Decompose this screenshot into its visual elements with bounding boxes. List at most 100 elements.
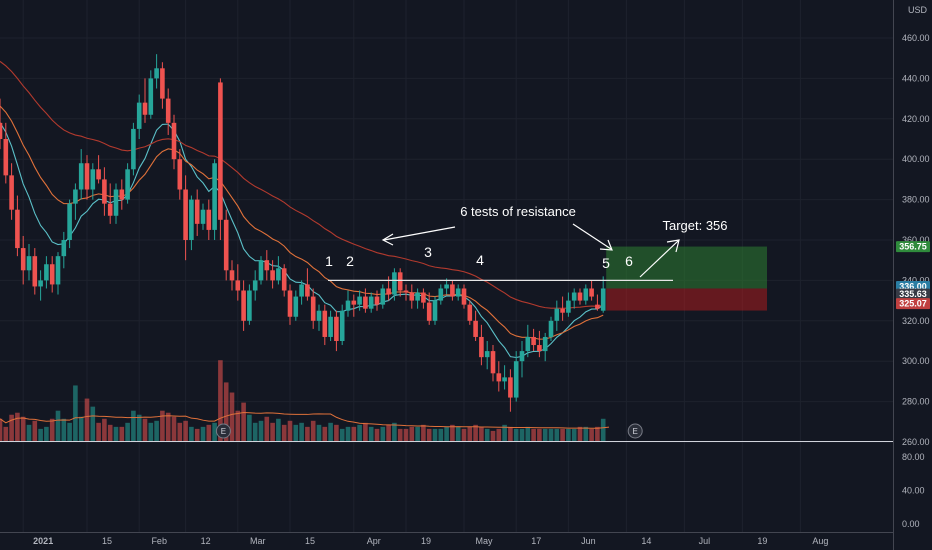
price-tick-label: 420.00 [902, 114, 930, 124]
candle-body [310, 296, 316, 321]
time-tick-label: Jun [581, 536, 596, 546]
candle-body [386, 288, 391, 295]
candle-body [20, 248, 26, 271]
volume-bar [38, 428, 43, 441]
volume-bar [90, 406, 96, 441]
volume-bar [583, 426, 589, 441]
price-tag-label: 356.75 [899, 242, 927, 252]
volume-bar [397, 428, 403, 441]
volume-bar [537, 428, 542, 441]
price-tick-label: 460.00 [902, 33, 930, 43]
candle-body [589, 288, 594, 297]
profit-zone [606, 246, 767, 289]
volume-bar [113, 426, 119, 441]
arrow-left-line [383, 226, 456, 241]
candle-body [49, 264, 55, 285]
candle-body [525, 336, 531, 352]
volume-bar [525, 426, 531, 441]
volume-bar [32, 420, 38, 441]
test-label-5: 5 [602, 255, 610, 271]
candle-body [542, 336, 548, 352]
candle-body [270, 270, 275, 281]
volume-bar [380, 426, 386, 441]
candle-body [560, 308, 565, 313]
volume-bar [316, 424, 322, 441]
time-tick-label: 19 [421, 536, 431, 546]
arrow-right-head [599, 239, 613, 251]
candle-body [415, 292, 420, 301]
price-tag-box [896, 298, 930, 310]
candle-body [154, 68, 159, 79]
candle-body [287, 290, 293, 317]
candle-body [502, 377, 507, 382]
candle-body [479, 336, 484, 358]
test-label-6: 6 [625, 253, 633, 269]
volume-bar [218, 360, 223, 441]
price-tag-label: 325.07 [899, 299, 927, 309]
volume-bar [96, 422, 101, 441]
candle-body [15, 209, 20, 249]
volume-bar [461, 428, 467, 441]
time-tick-label: Apr [367, 536, 381, 546]
candle-body [61, 240, 67, 257]
time-tick-label: Feb [151, 536, 167, 546]
candle-body [583, 288, 589, 301]
candle-body [183, 189, 188, 240]
volume-bar [548, 428, 554, 441]
volume-bar [577, 426, 583, 441]
candle-body [136, 102, 142, 129]
volume-bar [496, 428, 502, 441]
candle-body [84, 163, 90, 190]
volume-bar [444, 426, 449, 441]
volume-tick-label: 40.00 [902, 485, 925, 495]
volume-bar [415, 426, 420, 441]
time-tick-label: 15 [102, 536, 112, 546]
candle-body [374, 296, 380, 305]
price-tag-label: 335.63 [899, 289, 927, 299]
volume-bar [479, 426, 484, 441]
earnings-marker [215, 423, 231, 439]
time-tick-label: Aug [812, 536, 828, 546]
volume-bar [67, 422, 72, 441]
volume-bar [160, 410, 165, 441]
volume-bar [55, 410, 61, 441]
time-axis[interactable]: 2021 15 Feb 12 Mar 15 Apr 19 May 17 Jun 14 Jul 19 Aug [33, 536, 828, 546]
candle-body [392, 272, 397, 295]
candle-body [113, 189, 119, 216]
candle-body [293, 296, 299, 317]
volume-bar [177, 422, 183, 441]
candle-body [531, 336, 536, 346]
volume-bar [293, 424, 299, 441]
volume-bar [571, 428, 577, 441]
candle-body [148, 78, 154, 115]
candle-body [380, 288, 386, 305]
time-tick-label: Mar [250, 536, 266, 546]
candle-body [473, 320, 478, 337]
candle-body [432, 300, 438, 321]
volume-bar [403, 428, 409, 441]
candle-body [455, 288, 461, 297]
volume-bar [223, 382, 229, 441]
candle-body [171, 122, 177, 160]
volume-bar [426, 428, 432, 441]
volume-bar [299, 422, 304, 441]
volume-bar [438, 428, 444, 441]
volume-bar [119, 426, 125, 441]
candle-body [305, 284, 310, 297]
volume-bar [345, 426, 351, 441]
test-label-1: 1 [325, 253, 333, 269]
volume-bar [334, 424, 339, 441]
candle-body [322, 310, 328, 337]
volume-bar [519, 428, 525, 441]
volume-bar [513, 428, 519, 441]
volume-bar [554, 428, 560, 441]
candle-body [450, 284, 455, 297]
candle-body [363, 296, 368, 309]
volume-bar [264, 416, 270, 441]
price-axis[interactable]: 260.00 280.00 300.00 320.00 340.00 360.00 380.… [902, 33, 930, 447]
candle-body [264, 260, 270, 271]
volume-bar [363, 422, 368, 441]
